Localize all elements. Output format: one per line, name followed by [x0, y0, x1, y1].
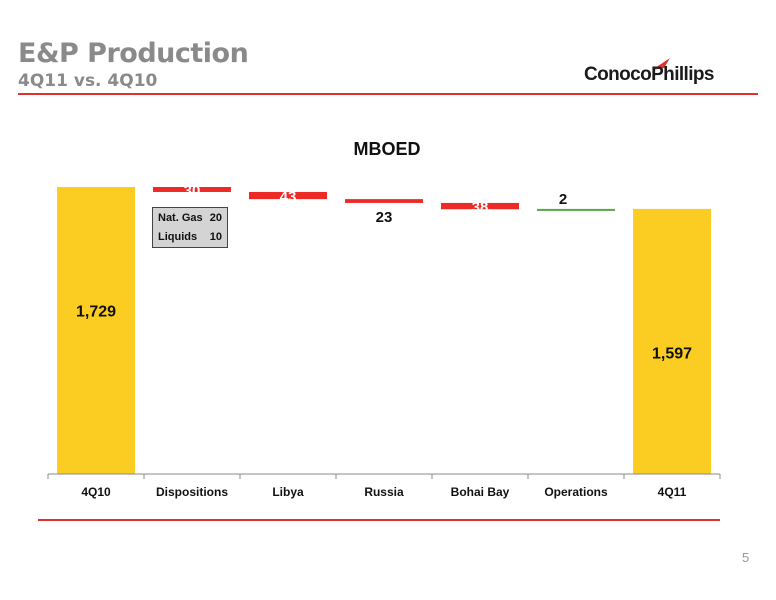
bar-libya — [249, 191, 327, 200]
data-labels: 1,729 30 43 23 38 2 1,597 — [76, 182, 692, 362]
breakdown-row-natgas: Nat. Gas 20 — [158, 209, 222, 228]
x-tick-label: Bohai Bay — [451, 485, 510, 499]
bar-russia — [345, 199, 423, 203]
bar-operations — [537, 208, 615, 211]
data-label-4q10: 1,729 — [76, 304, 116, 321]
data-label-dispositions: 30 — [184, 182, 201, 199]
logo-swoosh-icon — [652, 58, 670, 70]
data-label-libya: 43 — [280, 189, 297, 206]
x-tick-label: 4Q11 — [658, 485, 687, 499]
dispositions-breakdown-box: Nat. Gas 20 Liquids 10 — [152, 207, 228, 248]
chart-title: MBOED — [354, 139, 421, 159]
bar-bohai-bay — [441, 202, 519, 210]
x-tick-label: 4Q10 — [81, 485, 111, 499]
data-label-bohai-bay: 38 — [472, 199, 489, 216]
bar-4q10 — [57, 187, 135, 474]
x-tick-label: Russia — [364, 485, 404, 499]
data-label-operations: 2 — [559, 191, 567, 208]
breakdown-value: 10 — [209, 231, 222, 243]
slide-title: E&P Production — [18, 38, 249, 69]
logo-wordmark: ConocoPhillips — [584, 64, 714, 85]
footer-rule — [38, 519, 720, 521]
conocophillips-logo: ConocoPhillips — [584, 56, 724, 90]
tick-group — [47, 474, 721, 479]
breakdown-row-liquids: Liquids 10 — [158, 228, 222, 247]
breakdown-value: 20 — [209, 212, 222, 224]
slide-subtitle: 4Q11 vs. 4Q10 — [18, 71, 158, 91]
data-label-russia: 23 — [376, 209, 393, 226]
bars-group — [57, 187, 711, 474]
header-rule — [18, 93, 758, 95]
bar-dispositions — [153, 187, 231, 192]
data-label-4q11: 1,597 — [652, 346, 692, 363]
page-number: 5 — [742, 550, 750, 565]
breakdown-label: Liquids — [158, 231, 198, 243]
bar-4q11 — [633, 208, 711, 474]
x-tick-labels: 4Q10 Dispositions Libya Russia Bohai Bay Oper… — [81, 485, 686, 499]
breakdown-label: Nat. Gas — [158, 212, 203, 224]
x-tick-label: Operations — [544, 485, 608, 499]
x-tick-label: Libya — [272, 485, 304, 499]
x-tick-label: Dispositions — [156, 485, 228, 499]
